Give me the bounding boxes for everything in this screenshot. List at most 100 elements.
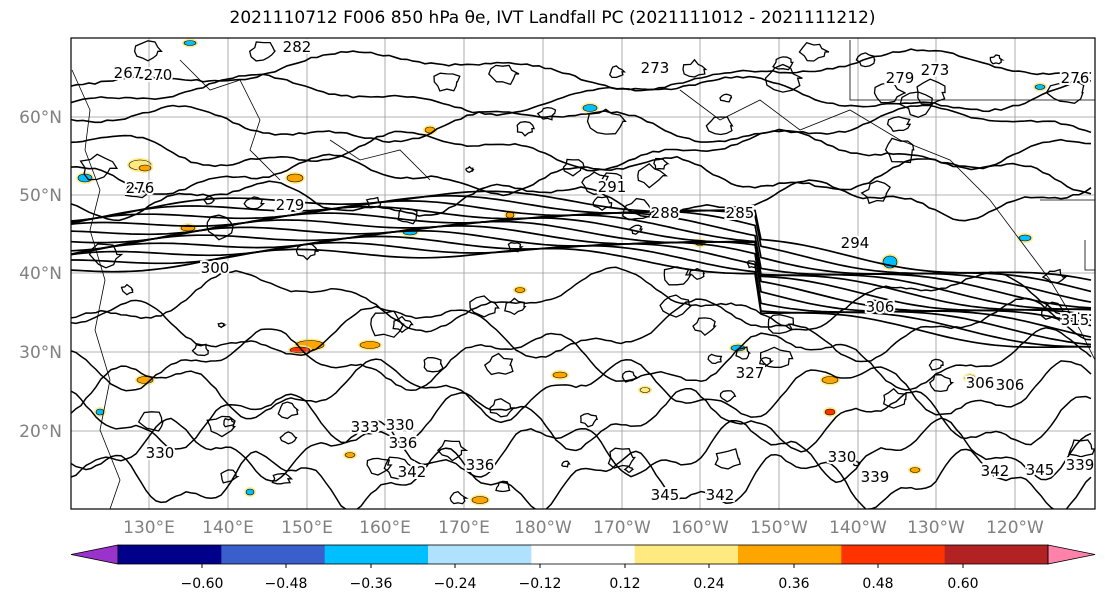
- coastline: [71, 69, 121, 509]
- theta-e-closed-contour: [561, 460, 571, 468]
- theta-e-contour: [71, 417, 1092, 484]
- theta-e-closed-contour: [688, 267, 706, 281]
- theta-e-closed-contour: [1045, 80, 1085, 104]
- colorbar-tick-label: −0.24: [434, 576, 477, 592]
- contour-labels: 267 270 276 279 282 273 279 273 276 291 288 285 294 3…: [112, 38, 1095, 506]
- colorbar-tick-label: −0.12: [519, 576, 562, 592]
- ivt-shading-orange: [909, 467, 921, 473]
- contour-label: 273: [641, 59, 670, 77]
- contour-label: 333: [351, 418, 380, 436]
- contour-label: 291: [598, 178, 627, 196]
- theta-e-closed-contour: [884, 137, 915, 164]
- coastline: [179, 59, 281, 181]
- colorbar: [70, 544, 1096, 565]
- theta-e-closed-contour: [295, 243, 319, 261]
- colorbar-extend-min: [70, 544, 119, 565]
- theta-e-closed-contour: [600, 172, 623, 188]
- lon-label: 170°W: [593, 518, 651, 538]
- colorbar-segment: [738, 545, 842, 564]
- theta-e-contour: [71, 327, 1092, 392]
- colorbar-tick-label: 0.24: [693, 576, 724, 592]
- contour-label: 276: [126, 179, 155, 197]
- contour-label: 330: [828, 448, 857, 466]
- theta-e-closed-contour: [692, 317, 717, 337]
- contour-label: 279: [886, 69, 915, 87]
- theta-e-closed-contour: [516, 121, 536, 137]
- contour-label: 276: [1061, 69, 1090, 87]
- theta-e-contours: [71, 40, 1095, 509]
- theta-e-closed-contour: [562, 158, 586, 177]
- theta-e-contour: [71, 247, 1092, 349]
- colorbar-segment: [634, 545, 739, 564]
- lat-label: 50°N: [19, 186, 62, 206]
- contour-label: 270: [144, 66, 173, 84]
- theta-e-contour: [71, 217, 1092, 311]
- contour-label: 306: [866, 298, 895, 316]
- theta-e-closed-contour: [759, 346, 794, 368]
- theta-e-closed-contour: [735, 346, 752, 360]
- theta-e-closed-contour: [929, 374, 955, 393]
- theta-e-closed-contour: [767, 314, 795, 335]
- theta-e-closed-contour: [592, 196, 613, 212]
- lon-label: 130°E: [123, 518, 175, 538]
- theta-e-closed-contour: [705, 116, 734, 136]
- theta-e-closed-contour: [507, 241, 524, 253]
- theta-e-closed-contour: [489, 398, 516, 418]
- theta-e-closed-contour: [79, 153, 119, 181]
- contour-label: 345: [651, 486, 680, 504]
- contour-label: 339: [861, 468, 890, 486]
- theta-e-closed-contour: [916, 78, 946, 106]
- theta-e-contour: [71, 387, 1092, 453]
- theta-e-contour: [71, 220, 1092, 317]
- lon-label: 140°W: [829, 518, 887, 538]
- colorbar-extend-max: [1047, 544, 1096, 565]
- lon-label: 140°E: [202, 518, 254, 538]
- map-content: 267 270 276 279 282 273 279 273 276 291 288 285 294 3…: [71, 38, 1095, 509]
- theta-e-contour: [71, 104, 1092, 144]
- longitude-axis: 130°E 140°E 150°E 160°E 170°E 180°W 170°W 160°W…: [123, 518, 1044, 538]
- theta-e-closed-contour: [886, 116, 912, 133]
- theta-e-closed-contour: [120, 283, 134, 296]
- coastline: [679, 89, 1095, 361]
- contour-label: 342: [706, 486, 735, 504]
- theta-e-closed-contour: [772, 56, 794, 71]
- contour-label: 300: [201, 259, 230, 277]
- theta-e-closed-contour: [206, 214, 235, 241]
- theta-e-closed-contour: [719, 390, 737, 403]
- theta-e-closed-contour: [798, 41, 830, 62]
- theta-e-closed-contour: [628, 224, 644, 235]
- theta-e-closed-contour: [659, 294, 694, 318]
- theta-e-closed-contour: [1041, 268, 1068, 284]
- theta-e-closed-contour: [928, 358, 944, 371]
- lon-label: 160°E: [359, 518, 411, 538]
- ivt-shading-orange: [821, 376, 839, 384]
- theta-e-contour: [71, 358, 1092, 424]
- theta-e-closed-contour: [653, 157, 670, 170]
- lon-label: 130°W: [907, 518, 965, 538]
- colorbar-tick-label: −0.60: [181, 576, 224, 592]
- theta-e-contour: [71, 48, 1092, 92]
- theta-e-closed-contour: [855, 52, 876, 68]
- theta-e-closed-contour: [989, 54, 1005, 65]
- theta-e-closed-contour: [220, 469, 240, 484]
- theta-e-closed-contour: [495, 480, 511, 493]
- theta-e-closed-contour: [764, 63, 803, 93]
- map-title: 2021110712 F006 850 hPa θe, IVT Landfall…: [229, 8, 876, 28]
- contour-label: 294: [841, 234, 870, 252]
- theta-e-contour: [71, 190, 1092, 281]
- colorbar-segment: [944, 545, 1049, 564]
- ivt-shading-cyan: [183, 40, 197, 46]
- lon-label: 180°W: [514, 518, 572, 538]
- ivt-shading-orange: [514, 287, 526, 293]
- colorbar-segment: [531, 545, 636, 564]
- theta-e-closed-contour: [714, 448, 741, 470]
- theta-e-closed-contour: [621, 370, 639, 383]
- theta-e-closed-contour: [449, 490, 469, 505]
- ivt-shading-cyan: [245, 488, 255, 496]
- contour-label: 345: [1026, 461, 1055, 479]
- contour-label: 315: [1061, 311, 1090, 329]
- theta-e-closed-contour: [607, 447, 636, 469]
- theta-e-closed-contour: [397, 207, 418, 225]
- contour-label: 282: [283, 38, 312, 56]
- coastline: [849, 40, 1095, 101]
